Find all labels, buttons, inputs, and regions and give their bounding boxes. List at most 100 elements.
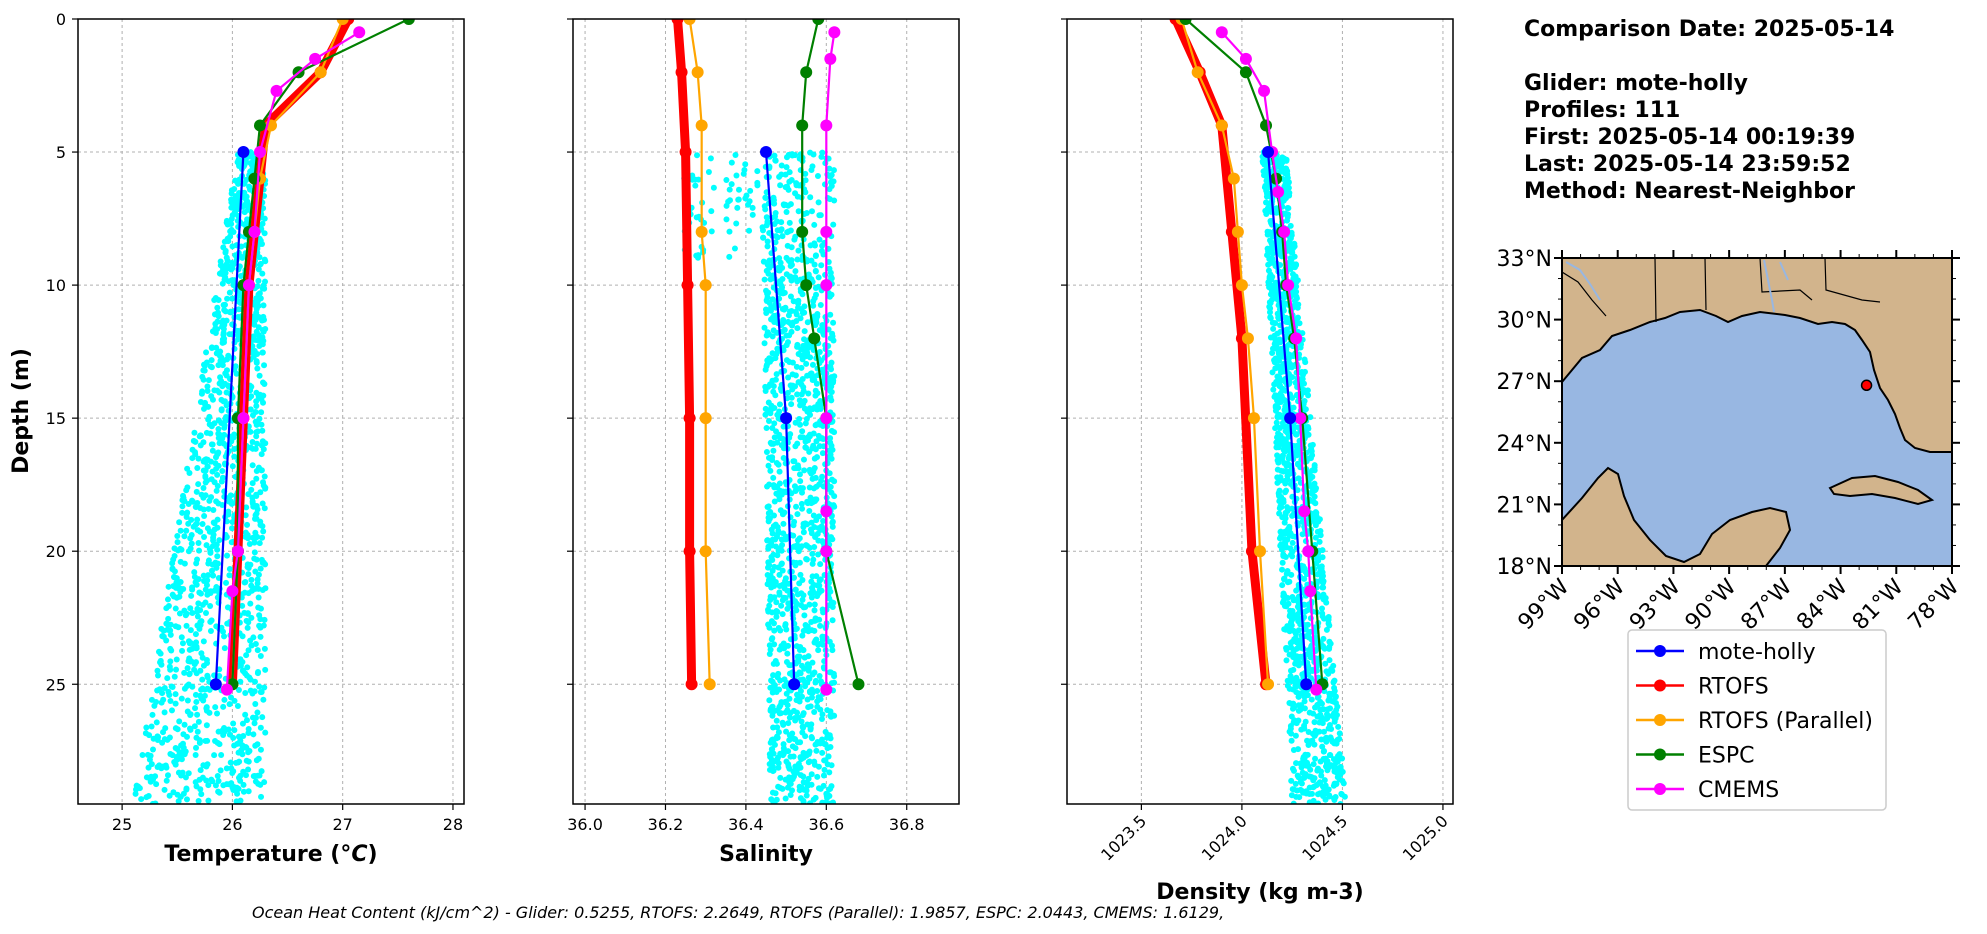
raw-sample-point <box>1291 297 1298 304</box>
raw-sample-point <box>216 537 223 544</box>
raw-sample-point <box>177 579 184 586</box>
raw-sample-point <box>742 195 749 202</box>
raw-sample-point <box>253 468 260 475</box>
data-point-rtofs-parallel <box>1254 545 1266 558</box>
raw-sample-point <box>214 772 221 779</box>
raw-sample-point <box>819 422 826 429</box>
raw-sample-point <box>814 687 821 694</box>
raw-sample-point <box>173 666 180 673</box>
raw-sample-point <box>1293 676 1300 683</box>
data-point-rtofs-parallel <box>1191 66 1204 79</box>
raw-sample-point <box>147 778 154 785</box>
data-point-rtofs <box>679 146 692 159</box>
raw-sample-point <box>815 537 822 544</box>
raw-sample-point <box>803 792 810 799</box>
raw-sample-point <box>734 204 741 211</box>
raw-sample-point <box>245 491 252 498</box>
raw-sample-point <box>223 389 230 396</box>
raw-sample-point <box>258 556 265 563</box>
raw-sample-point <box>208 441 215 448</box>
raw-sample-point <box>257 633 264 640</box>
raw-sample-point <box>190 523 197 530</box>
raw-sample-point <box>202 586 209 593</box>
raw-sample-point <box>252 640 259 647</box>
raw-sample-point <box>775 264 782 271</box>
raw-sample-point <box>1311 719 1318 726</box>
raw-sample-point <box>210 519 217 526</box>
raw-sample-point <box>161 736 168 743</box>
raw-sample-point <box>810 512 817 519</box>
raw-sample-point <box>1275 393 1282 400</box>
raw-sample-point <box>777 774 784 781</box>
raw-sample-point <box>255 755 262 762</box>
raw-sample-point <box>808 370 815 377</box>
series-mote-holly-sal <box>760 146 801 691</box>
raw-sample-point <box>241 209 248 216</box>
raw-sample-point <box>1297 644 1304 651</box>
raw-sample-point <box>769 689 776 696</box>
raw-sample-point <box>761 340 768 347</box>
raw-sample-point <box>224 620 231 627</box>
raw-sample-point <box>1276 510 1283 517</box>
raw-sample-point <box>803 779 810 786</box>
raw-sample-point <box>822 741 829 748</box>
raw-sample-point <box>215 297 222 304</box>
raw-sample-point <box>1283 657 1290 664</box>
raw-sample-point <box>784 650 791 657</box>
raw-sample-point <box>249 494 256 501</box>
raw-sample-point <box>228 259 235 266</box>
raw-sample-point <box>257 605 264 612</box>
raw-sample-point <box>237 772 244 779</box>
glider-location-map: 99°W96°W93°W90°W87°W84°W81°W78°W 33°N 30°N… <box>1497 247 1965 635</box>
raw-sample-point <box>1323 757 1330 764</box>
raw-sample-point <box>1336 730 1343 737</box>
raw-sample-point <box>773 459 780 466</box>
raw-sample-point <box>1315 557 1322 564</box>
raw-sample-point <box>204 674 211 681</box>
raw-sample-point <box>260 446 267 453</box>
raw-sample-point <box>813 454 820 461</box>
raw-sample-point <box>184 484 191 491</box>
raw-sample-point <box>1266 303 1273 310</box>
raw-sample-point <box>259 534 266 541</box>
data-point-cmems <box>824 52 837 65</box>
legend-item-rtofs: RTOFS <box>1636 675 1769 700</box>
raw-sample-point <box>259 523 266 530</box>
raw-sample-point <box>167 698 174 705</box>
raw-sample-point <box>181 669 188 676</box>
raw-sample-point <box>250 731 257 738</box>
raw-sample-point <box>172 700 179 707</box>
raw-sample-point <box>235 160 242 167</box>
raw-sample-point <box>794 181 801 188</box>
raw-sample-point <box>212 782 219 789</box>
raw-sample-point <box>192 631 199 638</box>
raw-sample-point <box>1335 752 1342 759</box>
density-axis-label: Density (kg m-3) <box>1156 880 1364 905</box>
data-point-espc <box>800 279 813 292</box>
data-point-espc <box>402 19 415 25</box>
raw-sample-point <box>819 749 826 756</box>
raw-sample-point <box>231 727 238 734</box>
raw-sample-point <box>779 611 786 618</box>
raw-sample-point <box>778 226 785 233</box>
raw-sample-point <box>812 677 819 684</box>
raw-sample-point <box>181 721 188 728</box>
raw-sample-point <box>170 789 177 796</box>
glider-raw-samples-sal <box>681 149 838 804</box>
raw-sample-point <box>200 662 207 669</box>
raw-sample-point <box>214 471 221 478</box>
raw-sample-point <box>247 406 254 413</box>
raw-sample-point <box>258 793 265 800</box>
raw-sample-point <box>1312 534 1319 541</box>
raw-sample-point <box>1322 796 1329 803</box>
raw-sample-point <box>1331 688 1338 695</box>
depth-axis-label: Depth (m) <box>9 348 34 474</box>
raw-sample-point <box>807 494 814 501</box>
raw-sample-point <box>779 567 786 574</box>
raw-sample-point <box>831 493 838 500</box>
raw-sample-point <box>805 390 812 397</box>
raw-sample-point <box>226 701 233 708</box>
raw-sample-point <box>200 376 207 383</box>
raw-sample-point <box>1298 702 1305 709</box>
raw-sample-point <box>193 639 200 646</box>
